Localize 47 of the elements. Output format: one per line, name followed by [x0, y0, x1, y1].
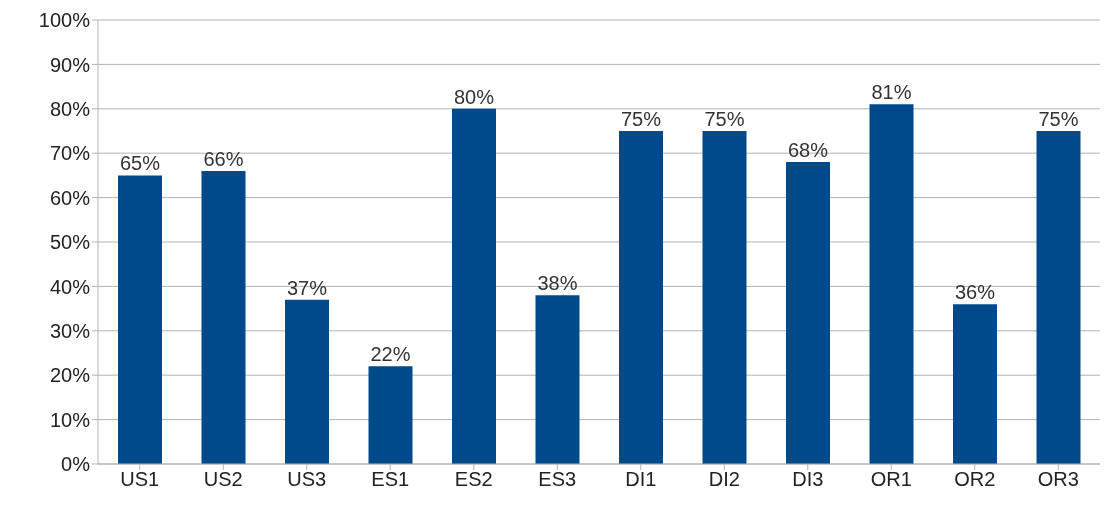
y-tick-label: 40%	[49, 275, 91, 298]
bar	[285, 299, 329, 464]
bar	[619, 131, 663, 464]
data-label: 37%	[286, 276, 328, 299]
data-label: 22%	[370, 343, 411, 366]
data-label: 75%	[620, 108, 662, 130]
y-tick-label: 30%	[49, 319, 91, 342]
x-tick-label: ES3	[538, 468, 577, 491]
bar	[368, 366, 413, 464]
data-label: 75%	[1038, 108, 1079, 130]
x-tick-label: US1	[120, 468, 160, 491]
data-label: 36%	[954, 281, 996, 304]
y-tick-label: 0%	[61, 453, 91, 476]
x-tick-label: US2	[203, 468, 243, 491]
bar	[1036, 131, 1081, 464]
x-tick-label: DI2	[708, 468, 740, 491]
bar	[786, 162, 830, 464]
y-tick-label: 10%	[49, 408, 91, 431]
y-tick-label: 90%	[49, 53, 91, 76]
x-tick-label: OR2	[954, 468, 996, 491]
x-tick-label: ES2	[454, 468, 493, 491]
bar	[702, 131, 747, 464]
data-label: 75%	[704, 108, 745, 130]
bar	[953, 304, 997, 464]
bar	[118, 175, 162, 464]
bar	[201, 170, 246, 464]
x-tick-label: OR1	[870, 468, 912, 491]
x-tick-label: US3	[287, 468, 327, 491]
data-label: 81%	[871, 81, 912, 104]
y-tick-label: 20%	[49, 364, 91, 387]
y-tick-label: 80%	[49, 97, 91, 120]
y-tick-label: 60%	[49, 186, 91, 209]
bar	[535, 295, 580, 464]
y-tick-label: 50%	[49, 231, 91, 254]
y-tick-label: 100%	[38, 9, 91, 32]
y-tick-label: 70%	[49, 142, 91, 165]
x-tick-label: ES1	[371, 468, 410, 491]
x-tick-label: DI1	[625, 468, 657, 491]
x-tick-label: DI3	[792, 468, 824, 491]
bar	[869, 104, 914, 464]
data-label: 38%	[537, 272, 578, 295]
data-label: 80%	[453, 85, 495, 108]
bar	[452, 108, 496, 464]
data-label: 68%	[787, 139, 829, 162]
data-label: 65%	[119, 152, 161, 175]
data-label: 66%	[203, 147, 244, 170]
x-tick-label: OR3	[1037, 468, 1079, 491]
